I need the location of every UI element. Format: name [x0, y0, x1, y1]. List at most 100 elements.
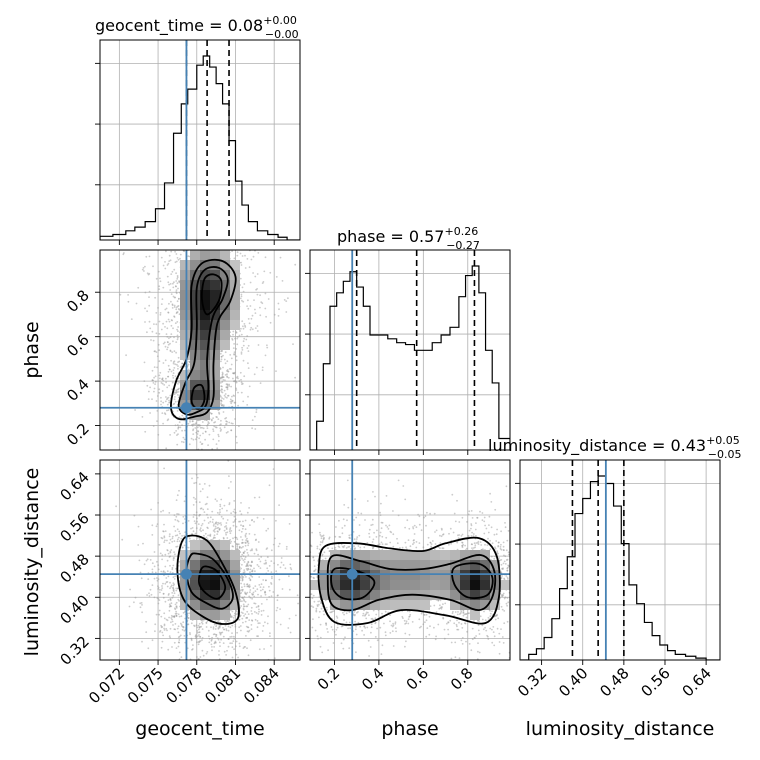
sample-point: [182, 515, 185, 518]
sample-point: [249, 589, 252, 591]
sample-point: [159, 552, 162, 555]
sample-point: [137, 525, 140, 528]
sample-point: [256, 620, 259, 622]
sample-point: [244, 544, 247, 547]
sample-point: [198, 483, 201, 485]
sample-point: [232, 640, 235, 642]
sample-point: [244, 324, 246, 327]
sample-point: [166, 275, 169, 278]
sample-point: [172, 372, 175, 374]
sample-point: [173, 350, 176, 353]
sample-point: [195, 514, 198, 516]
sample-point: [212, 626, 215, 629]
sample-point: [159, 277, 161, 280]
sample-point: [256, 330, 259, 332]
sample-point: [242, 359, 245, 362]
sample-point: [256, 588, 259, 591]
sample-point: [162, 530, 165, 533]
sample-point: [225, 528, 228, 530]
sample-point: [288, 617, 291, 620]
sample-point: [176, 540, 179, 543]
sample-point: [195, 481, 197, 484]
sample-point: [479, 615, 482, 618]
sample-point: [207, 534, 210, 537]
density-cell: [200, 260, 210, 270]
sample-point: [250, 326, 253, 329]
sample-point: [175, 430, 178, 432]
sample-point: [206, 508, 209, 510]
sample-point: [251, 549, 253, 552]
sample-point: [173, 557, 175, 559]
sample-point: [233, 353, 236, 356]
sample-point: [198, 628, 200, 631]
sample-point: [259, 294, 261, 297]
sample-point: [220, 419, 222, 422]
sample-point: [242, 340, 245, 343]
sample-point: [201, 622, 204, 625]
sample-point: [427, 536, 430, 539]
sample-point: [247, 350, 250, 352]
sample-point: [258, 496, 261, 499]
sample-point: [153, 577, 156, 580]
sample-point: [170, 584, 173, 587]
sample-point: [263, 270, 266, 273]
sample-point: [159, 280, 162, 283]
sample-point: [175, 292, 178, 295]
sample-point: [175, 280, 178, 282]
sample-point: [169, 627, 172, 630]
sample-point: [239, 371, 242, 374]
density-cell: [200, 580, 210, 590]
sample-point: [171, 270, 174, 273]
sample-point: [242, 605, 245, 608]
sample-point: [246, 617, 249, 619]
sample-point: [225, 532, 227, 534]
density-cell: [210, 400, 220, 410]
sample-point: [230, 540, 233, 543]
sample-point: [247, 544, 250, 547]
sample-point: [170, 333, 173, 335]
sample-point: [231, 400, 234, 402]
density-cell: [200, 540, 210, 550]
sample-point: [164, 345, 167, 348]
sample-point: [268, 565, 271, 567]
sample-point: [449, 619, 452, 622]
sample-point: [214, 525, 217, 528]
sample-point: [240, 261, 243, 264]
sample-point: [146, 272, 149, 275]
sample-point: [233, 401, 236, 404]
sample-point: [175, 589, 178, 592]
sample-point: [246, 548, 248, 551]
sample-point: [143, 361, 146, 364]
sample-point: [195, 501, 198, 503]
sample-point: [246, 585, 249, 588]
sample-point: [160, 396, 162, 399]
sample-point: [248, 586, 251, 589]
sample-point: [227, 625, 230, 628]
sample-point: [156, 355, 159, 358]
sample-point: [171, 388, 174, 391]
sample-point: [272, 425, 275, 427]
hist-panel-phase: [305, 249, 511, 451]
sample-point: [245, 625, 248, 628]
sample-point: [169, 551, 172, 554]
density-cell: [180, 270, 190, 280]
sample-point: [468, 510, 471, 513]
sample-point: [153, 366, 156, 368]
sample-point: [180, 615, 183, 618]
sample-point: [235, 640, 238, 643]
sample-point: [230, 363, 233, 366]
density-cell: [230, 550, 240, 560]
sample-point: [242, 571, 245, 574]
sample-point: [233, 515, 236, 518]
sample-point: [310, 575, 313, 578]
sample-point: [234, 520, 236, 523]
sample-point: [230, 357, 233, 360]
sample-point: [479, 541, 482, 543]
sample-point: [237, 391, 239, 394]
sample-point: [198, 626, 201, 629]
sample-point: [171, 540, 174, 543]
sample-point: [173, 336, 175, 339]
sample-point: [296, 594, 299, 597]
sample-point: [168, 616, 171, 619]
sample-point: [242, 300, 245, 303]
